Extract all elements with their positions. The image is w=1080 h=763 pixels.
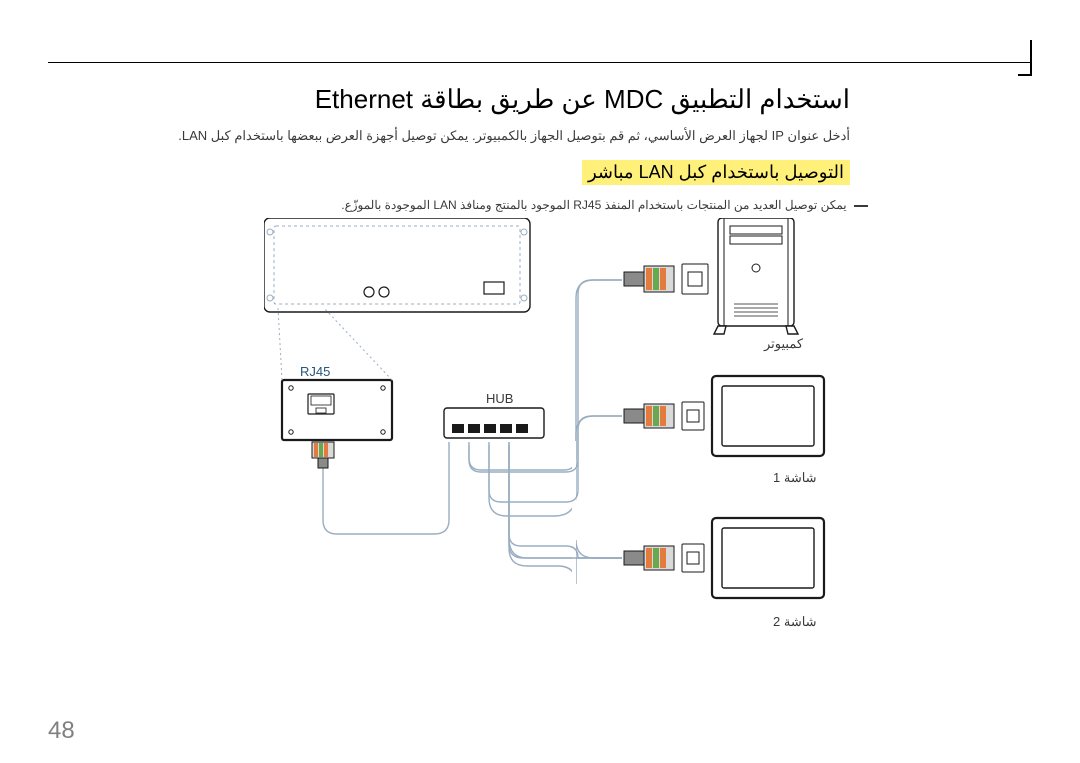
page-title: استخدام التطبيق MDC عن طريق بطاقة Ethern… <box>315 84 850 115</box>
monitor-1 <box>712 376 824 456</box>
computer-tower <box>714 218 798 334</box>
rj45-label: RJ45 <box>300 364 330 379</box>
monitor2-label: شاشة 2 <box>773 614 817 630</box>
rj45-device <box>264 218 530 312</box>
corner-horizontal <box>1018 74 1032 76</box>
sub-heading: التوصيل باستخدام كبل LAN مباشر <box>582 160 850 185</box>
intro-text: أدخل عنوان IP لجهاز العرض الأساسي، ثم قم… <box>178 128 850 144</box>
header-rule <box>48 62 1032 63</box>
diagram-svg <box>264 218 864 674</box>
monitor-2 <box>712 518 824 598</box>
connection-diagram: RJ45 HUB كمبيوتر شاشة 1 شاشة 2 <box>264 218 864 674</box>
dash-icon <box>854 205 868 207</box>
monitor1-label: شاشة 1 <box>773 470 817 486</box>
page-number: 48 <box>48 717 75 745</box>
corner-vertical <box>1030 40 1032 76</box>
plug-monitor1 <box>624 404 674 428</box>
rj45-plug-local <box>312 442 334 468</box>
computer-label: كمبيوتر <box>764 336 803 352</box>
plug-monitor2 <box>624 546 674 570</box>
note-text: يمكن توصيل العديد من المنتجات باستخدام ا… <box>341 198 846 212</box>
plug-computer <box>624 266 674 292</box>
note-line: يمكن توصيل العديد من المنتجات باستخدام ا… <box>341 198 868 212</box>
hub-label: HUB <box>486 391 513 406</box>
rj45-panel <box>282 380 392 440</box>
